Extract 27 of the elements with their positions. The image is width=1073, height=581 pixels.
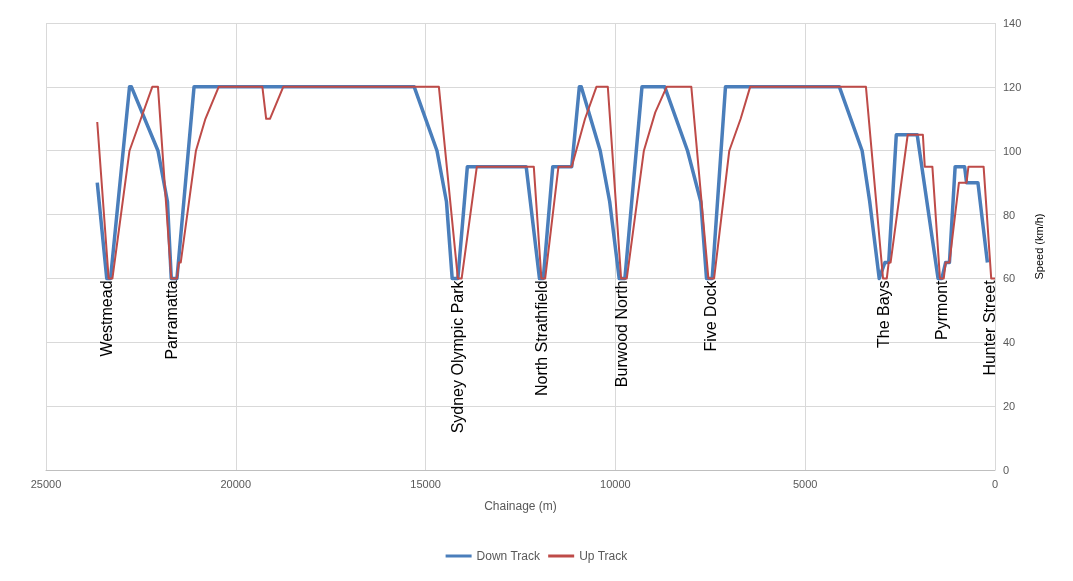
x-axis-title: Chainage (m) xyxy=(484,499,557,513)
y-tick-label: 140 xyxy=(1003,17,1022,29)
y-tick-label: 40 xyxy=(1003,336,1016,349)
annotation: Parramatta xyxy=(162,280,180,360)
annotation: Five Dock xyxy=(701,279,719,352)
legend-label: Down Track xyxy=(476,549,541,563)
x-tick-label: 10000 xyxy=(600,477,631,490)
annotation: The Bays xyxy=(874,280,892,349)
y-tick-label: 20 xyxy=(1003,400,1016,413)
y-tick-label: 100 xyxy=(1003,144,1022,157)
annotation: Hunter Street xyxy=(980,279,998,376)
legend-label: Up Track xyxy=(579,549,629,563)
annotation: Westmead xyxy=(98,280,116,357)
annotation: Burwood North xyxy=(612,280,630,388)
y-axis-title: Speed (km/h) xyxy=(1032,213,1045,280)
x-tick-label: 25000 xyxy=(30,477,62,490)
y-tick-label: 80 xyxy=(1003,208,1016,221)
y-tick-label: 120 xyxy=(1003,80,1022,93)
y-tick-label: 60 xyxy=(1003,272,1016,285)
x-tick-label: 0 xyxy=(991,477,999,490)
y-tick-label: 0 xyxy=(1003,464,1010,476)
x-tick-label: 15000 xyxy=(410,477,441,490)
annotation: North Strathfield xyxy=(532,280,550,397)
x-tick-label: 20000 xyxy=(220,477,252,490)
annotation: Pyrmont xyxy=(933,279,951,341)
x-tick-label: 5000 xyxy=(792,477,818,490)
annotation: Sydney Olympic Park xyxy=(449,279,467,434)
